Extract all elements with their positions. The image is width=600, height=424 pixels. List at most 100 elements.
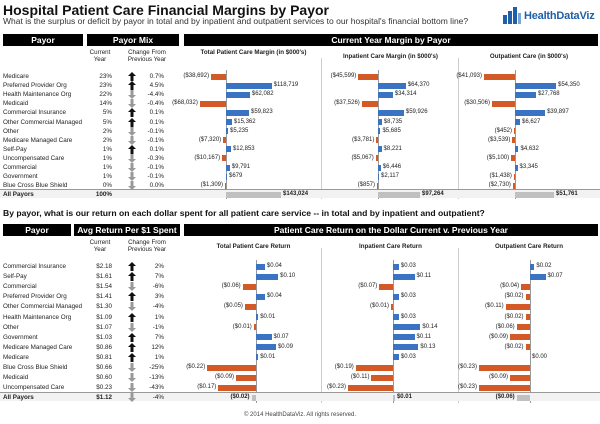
s2-change-value: -13% — [149, 374, 164, 382]
s2-bar — [371, 374, 393, 381]
s2-current-value: $0.60 — [96, 374, 112, 382]
s2-panel-separator — [458, 248, 459, 404]
s2-row-label: Uncompensated Care — [3, 384, 65, 392]
s2-return-header: Patient Care Return on the Dollar Curren… — [184, 224, 598, 236]
s1-bar-label: $3,345 — [519, 164, 538, 170]
s2-bar-label: ($0.02) — [504, 313, 524, 320]
s1-bar — [199, 100, 226, 107]
s2-bar-label: ($0.23) — [326, 384, 346, 391]
s1-bar-label: $118,719 — [273, 82, 299, 89]
s1-bar-label: ($37,526) — [334, 100, 360, 107]
s2-row-label: Medicaid — [3, 374, 29, 382]
s2-col-total: Total Patient Care Return — [216, 243, 291, 250]
s2-row-label: Medicare Managed Care — [3, 343, 73, 351]
s1-bar — [378, 191, 420, 198]
s2-col-current: Current Year — [89, 239, 111, 253]
s1-bar-label: $39,897 — [547, 109, 569, 116]
s2-bar — [207, 364, 256, 371]
s1-change-value: 0.1% — [149, 145, 164, 153]
arrow-up-icon — [128, 352, 136, 362]
s1-col-current: Current Year — [89, 49, 111, 63]
s2-bar — [256, 314, 259, 320]
s1-col-total: Total Patient Care Margin (in $000's) — [200, 49, 307, 56]
s1-bar — [378, 173, 379, 180]
s2-row-label: Commercial Insurance — [3, 263, 66, 270]
s2-bar — [251, 394, 256, 401]
s2-bar — [479, 364, 530, 371]
s2-row-label: Blue Cross Blue Shield — [3, 364, 68, 371]
s2-bar — [521, 283, 530, 290]
s1-change-value: -0.1% — [147, 127, 164, 135]
s2-bar — [530, 263, 535, 270]
s1-bar-label: $59,926 — [405, 109, 428, 116]
s1-bar — [515, 119, 520, 125]
s2-bar — [525, 314, 530, 320]
s2-row-label: Commercial — [3, 283, 37, 291]
arrow-down-icon — [128, 90, 136, 100]
s1-current-value: 2% — [102, 127, 112, 135]
s1-bar-label: ($5,067) — [351, 154, 374, 161]
s1-bar-label: $34,314 — [394, 91, 417, 98]
s1-row-label: Preferred Provider Org — [3, 82, 67, 90]
s2-change-value: -4% — [152, 303, 164, 311]
s2-total-label: All Payors — [3, 394, 34, 402]
s2-change-value: -6% — [152, 283, 164, 291]
s2-current-value: $1.30 — [96, 303, 112, 311]
s2-bar-label: $0.11 — [416, 333, 432, 340]
s1-row-label: Self-Pay — [3, 145, 27, 153]
s2-change-value: 7% — [154, 273, 164, 281]
s1-bar — [226, 128, 228, 135]
s2-change-value: -43% — [149, 384, 164, 392]
s2-change-value: 7% — [154, 333, 164, 341]
s1-bar — [484, 73, 515, 80]
s1-row-label: Blue Cross Blue Shield — [3, 182, 68, 190]
s2-bar — [393, 354, 399, 361]
s1-current-value: 23% — [99, 73, 112, 80]
s2-col-outpatient: Outpatient Care Return — [494, 243, 564, 250]
s1-col-outpatient: Outpatient Care (in $000's) — [489, 53, 569, 60]
s2-bar-label: $0.03 — [400, 293, 416, 300]
s1-change-value: 4.5% — [149, 82, 164, 90]
s2-bar-label: ($0.22) — [186, 364, 206, 370]
s2-bar — [525, 344, 530, 351]
s1-current-value: 5% — [102, 118, 112, 126]
bar-chart-logo-icon — [503, 7, 521, 24]
s1-bar-label: ($38,692) — [183, 73, 210, 79]
arrow-down-icon — [128, 393, 136, 403]
s1-bar — [512, 137, 515, 144]
s1-bar-label: ($68,032) — [172, 100, 198, 107]
s1-bar — [225, 182, 226, 189]
arrow-up-icon — [128, 312, 136, 322]
s1-bar — [491, 100, 515, 107]
s2-bar-label: $0.03 — [400, 353, 416, 360]
s2-bar-label: ($0.23) — [457, 384, 477, 391]
s1-row-label: Medicaid — [3, 100, 29, 108]
s2-bar-label: ($0.09) — [489, 374, 509, 381]
s2-bar-label: ($0.07) — [358, 283, 378, 290]
s2-bar — [530, 273, 546, 280]
s1-bar — [377, 182, 378, 189]
s2-bar-label: $0.01 — [260, 353, 276, 360]
s2-bar-label: $0.07 — [273, 333, 289, 340]
s1-bar-label: $9,791 — [231, 164, 251, 170]
s2-bar-label: $0.04 — [266, 263, 282, 269]
s1-current-value: 2% — [102, 136, 112, 144]
s2-bar — [391, 303, 393, 310]
s2-bar — [393, 314, 399, 320]
s2-bar — [256, 273, 279, 280]
s1-bar — [515, 82, 556, 89]
s1-change-value: 0.7% — [149, 73, 164, 80]
arrow-up-icon — [128, 108, 136, 118]
s1-col-change: Change From Previous Year — [127, 49, 167, 63]
s2-bar-label: $0.03 — [400, 313, 416, 320]
s1-bar-label: ($5,100) — [486, 154, 510, 161]
s2-change-value: 12% — [151, 343, 164, 351]
s2-bar-label: ($0.02) — [504, 293, 524, 300]
s2-bar-label: ($0.11) — [485, 303, 504, 310]
s2-change-value: 1% — [154, 313, 164, 321]
s1-row-label: Medicare Managed Care — [3, 136, 73, 144]
s1-change-value: 0.0% — [149, 182, 164, 190]
s1-change-value: -0.1% — [147, 136, 164, 144]
s1-current-value: 23% — [99, 82, 112, 90]
s1-bar-label: $64,370 — [407, 82, 430, 89]
